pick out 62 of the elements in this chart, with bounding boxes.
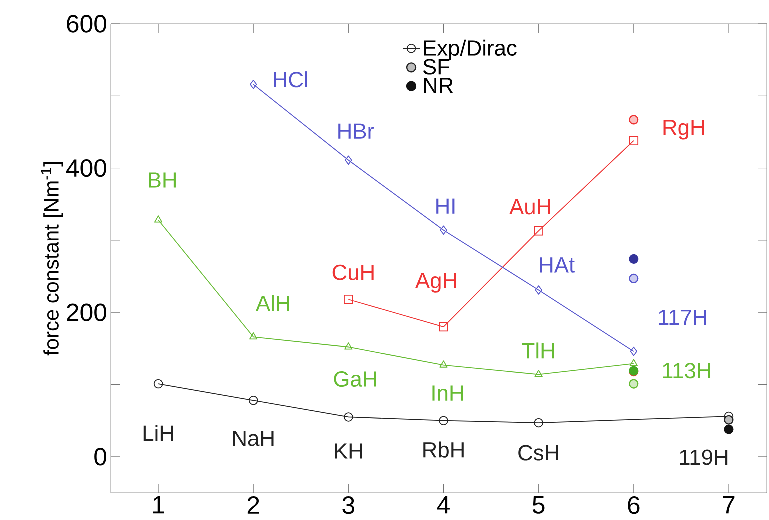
point [248,396,258,406]
annotation: InH [432,386,464,401]
legend-label: SF [423,59,450,75]
point [344,342,353,350]
annotation: TlH [522,342,554,359]
legend-label: NR [424,78,454,94]
annotation: LiH [144,425,174,441]
annotation: AgH [415,273,456,293]
point [344,412,354,422]
annotation: NaH [233,430,274,446]
annotation: RgH [664,120,704,140]
x-tick-label: 6 [628,496,640,514]
annotation: BH [149,172,176,188]
y-tick-label: 0 [94,448,107,466]
x-tick-label: 4 [437,496,450,514]
point [534,226,544,236]
point [629,254,639,264]
point [345,156,352,165]
annotation: KH [335,444,362,459]
point [535,286,542,295]
x-tick-label: 3 [342,496,355,514]
x-tick-label: 1 [154,496,164,514]
y-axis-title: force constant [Nm$^{-1}$] [41,162,64,356]
y-tick-label: 600 [67,15,106,33]
annotation: CuH [332,264,374,280]
annotation: HCl [274,72,308,88]
annotation: HAt [540,258,575,273]
point [534,370,543,378]
x-tick-label: 2 [248,496,260,514]
annotation: AuH [510,199,550,215]
annotation: HI [436,198,455,214]
y-tick-label: 200 [67,304,106,322]
annotation: RbH [424,442,464,458]
annotation: 119H [680,450,728,466]
point [629,115,639,125]
annotation: AlH [256,295,290,312]
annotation: GaH [334,371,376,388]
annotation: 117H [659,310,706,326]
point [250,80,258,90]
point [439,416,448,426]
annotation: HBr [338,124,374,139]
point [154,216,163,223]
point [440,226,448,235]
point [630,359,638,366]
point [534,418,544,428]
point [250,332,258,340]
point [629,379,639,389]
point [439,322,448,332]
x-tick-label: 7 [723,496,735,514]
point [630,346,638,356]
x-tick-label: 5 [532,496,545,514]
y-tick-label: 400 [66,159,106,178]
point [440,360,448,368]
point [629,136,639,146]
point [629,274,639,284]
point [724,424,734,434]
point [154,379,164,389]
point [344,294,354,304]
legend-label: Exp/Dirac [424,40,517,60]
annotation: 113H [663,363,711,379]
point [724,415,734,425]
annotation: CsH [518,445,558,461]
